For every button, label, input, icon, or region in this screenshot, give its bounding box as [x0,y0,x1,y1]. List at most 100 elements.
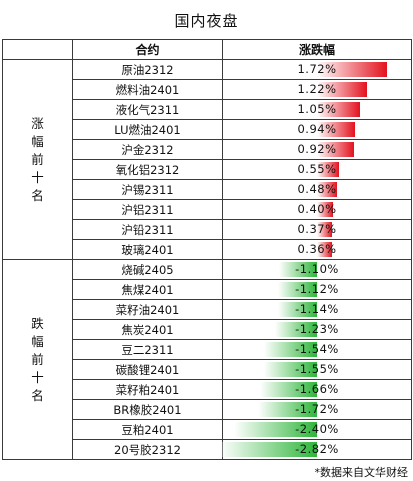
change-value: -1.12% [295,282,339,296]
gain-bar [317,162,339,177]
change-value: 1.72% [297,62,337,76]
change-header: 涨跌幅 [222,39,412,60]
contract-name: 碳酸锂2401 [72,359,223,380]
contract-name: 菜籽油2401 [72,299,223,320]
loss-bar [279,262,317,277]
loss-bar [264,342,317,357]
contract-name: 焦炭2401 [72,319,223,340]
group-header [2,39,73,60]
source-note: *数据来自文华财经 [314,466,409,479]
gain-bar [317,122,355,137]
table-row: 焦炭2401 -1.23% [3,319,412,340]
change-cell: 0.36% [222,239,412,260]
change-cell: 0.92% [222,139,412,160]
table-row: 20号胶2312 -2.82% [3,439,412,460]
contract-name: 氧化铝2312 [72,159,223,180]
contract-name: 燃料油2401 [72,79,223,100]
change-value: -1.10% [295,262,339,276]
change-cell: 1.05% [222,99,412,120]
contract-name: 液化气2311 [72,99,223,120]
change-value: -1.23% [295,322,339,336]
contract-header: 合约 [72,39,223,60]
loss-bar [278,282,317,297]
change-value: -1.55% [295,362,339,376]
contract-name: 沪金2312 [72,139,223,160]
contract-name: 玻璃2401 [72,239,223,260]
table-row: 沪金2312 0.92% [3,139,412,160]
gain-bar [317,202,333,217]
change-value: 0.36% [297,242,337,256]
table-row: 玻璃2401 0.36% [3,239,412,260]
group-label: 跌幅前十名 [2,259,73,460]
change-cell: -1.14% [222,299,412,320]
table-row: 沪铝2311 0.40% [3,199,412,220]
change-value: 0.55% [297,162,337,176]
contract-name: 豆粕2401 [72,419,223,440]
loss-bar [275,322,317,337]
group-label: 涨幅前十名 [2,59,73,260]
change-cell: -1.66% [222,379,412,400]
change-value: -1.54% [295,342,339,356]
change-cell: 0.48% [222,179,412,200]
contract-name: BR橡胶2401 [72,399,223,420]
contract-name: 烧碱2405 [72,259,223,280]
loss-bar [234,422,317,437]
change-value: 0.37% [297,222,337,236]
gain-bar [317,242,332,257]
change-cell: 0.40% [222,199,412,220]
contract-name: 沪铝2311 [72,199,223,220]
change-value: 0.94% [297,122,337,136]
table-row: 氧化铝2312 0.55% [3,159,412,180]
change-value: 1.22% [297,82,337,96]
table-row: 沪锡2311 0.48% [3,179,412,200]
table-body: 涨幅前十名原油2312 1.72% 燃料油2401 1.22% 液化气2311 1.05%… [2,59,412,460]
change-value: 0.48% [297,182,337,196]
contract-name: 菜籽粕2401 [72,379,223,400]
change-cell: -1.12% [222,279,412,300]
gain-bar [317,82,367,97]
contract-name: 20号胶2312 [72,439,223,460]
table-row: 菜籽油2401 -1.14% [3,299,412,320]
change-cell: -1.54% [222,339,412,360]
change-value: -1.66% [295,382,339,396]
loss-bar [260,382,317,397]
contract-name: 原油2312 [72,59,223,80]
loss-bar [258,402,317,417]
change-cell: 0.55% [222,159,412,180]
change-cell: -1.23% [222,319,412,340]
gain-bar [317,142,354,157]
contract-name: LU燃油2401 [72,119,223,140]
night-session-table: 合约 涨跌幅 涨幅前十名原油2312 1.72% 燃料油2401 1.22% 液化气23… [2,39,412,460]
table-row: 跌幅前十名烧碱2405 -1.10% [2,259,412,460]
table-row: 菜籽粕2401 -1.66% [3,379,412,400]
gain-bar [317,222,332,237]
change-cell: -2.40% [222,419,412,440]
change-cell: -1.55% [222,359,412,380]
change-cell: 1.22% [222,79,412,100]
change-cell: 0.37% [222,219,412,240]
change-value: -1.72% [295,402,339,416]
loss-bar [264,362,317,377]
change-value: -2.82% [295,442,339,456]
gain-bar [317,102,360,117]
change-cell: -2.82% [220,439,412,460]
change-cell: 0.94% [222,119,412,140]
gain-bar [317,182,337,197]
contract-name: 豆二2311 [72,339,223,360]
change-value: 0.40% [297,202,337,216]
table-row: 燃料油2401 1.22% [3,79,412,100]
gain-bar [317,62,387,77]
change-value: 1.05% [297,102,337,116]
change-cell: -1.72% [222,399,412,420]
change-value: -1.14% [295,302,339,316]
table-header-row: 合约 涨跌幅 [2,39,412,60]
change-cell: 1.72% [222,59,412,80]
page-title: 国内夜盘 [174,12,239,30]
change-cell: -1.10% [222,259,412,280]
change-value: 0.92% [297,142,337,156]
contract-name: 沪锡2311 [72,179,223,200]
table-row: 涨幅前十名原油2312 1.72% [2,59,412,260]
contract-name: 沪铅2311 [72,219,223,240]
contract-name: 焦煤2401 [72,279,223,300]
change-value: -2.40% [295,422,339,436]
